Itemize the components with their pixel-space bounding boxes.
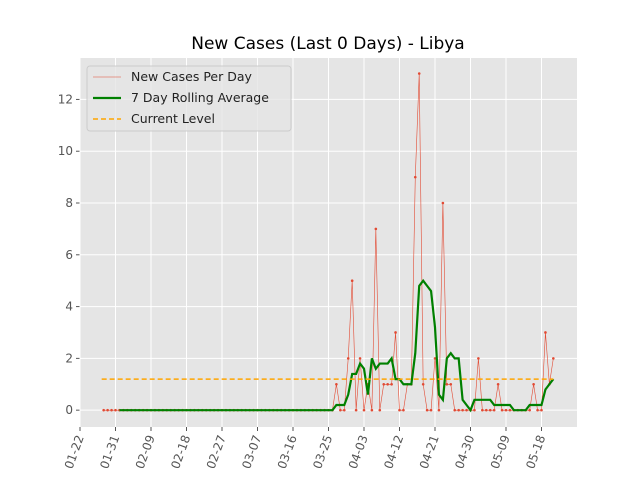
data-point [477,357,480,360]
data-point [465,408,468,412]
data-point [508,408,512,412]
chart-title: New Cases (Last 0 Days) - Libya [191,34,464,54]
data-point [449,382,453,386]
x-tick-label: 04-03 [346,433,371,471]
data-point [342,408,346,412]
x-tick-label: 04-30 [452,433,477,471]
data-point [346,357,350,360]
x-tick-label: 01-22 [62,433,87,471]
legend-label: 7 Day Rolling Average [131,90,269,105]
data-point [378,408,382,412]
data-point [429,408,433,412]
data-point [437,408,441,412]
data-point [374,227,378,231]
data-point [413,175,417,179]
data-point [114,408,117,412]
legend-label: New Cases Per Day [131,69,252,84]
y-tick-label: 2 [65,351,73,365]
data-point [441,201,445,205]
data-point [354,408,358,412]
x-tick-label: 03-16 [275,433,300,471]
data-point [492,408,496,412]
data-point [335,382,338,386]
data-point [453,408,457,412]
data-point [394,331,397,334]
y-tick-label: 10 [58,144,73,158]
data-point [484,408,488,412]
series-line [119,278,555,413]
legend-box [86,65,292,132]
data-point [110,408,113,412]
data-point [433,357,437,360]
x-tick-label: 03-25 [310,433,335,471]
data-point [402,408,405,412]
data-point [421,382,425,386]
legend-label: Current Level [131,111,215,126]
y-tick-label: 6 [65,248,73,262]
y-tick-label: 0 [65,403,73,417]
x-tick-label: 02-09 [133,433,158,471]
data-point [382,382,386,386]
data-point [457,408,460,412]
data-point [445,382,449,386]
data-point [488,408,492,412]
data-point [528,408,531,412]
data-point [102,408,105,412]
data-point [106,408,109,412]
data-point [398,408,401,412]
x-tick-label: 01-31 [97,433,122,471]
data-point [544,331,547,334]
data-point [536,408,539,412]
data-point [540,408,543,412]
data-point [473,408,476,412]
data-point [504,408,508,412]
data-point [425,408,429,412]
data-point [339,408,342,412]
x-tick-label: 04-21 [417,433,442,471]
x-tick-label: 05-18 [523,433,548,471]
x-tick-label: 05-09 [488,433,513,471]
data-point [552,357,555,360]
y-tick-label: 8 [65,196,73,210]
data-point [481,408,484,412]
data-point [500,408,504,412]
data-point [390,382,393,386]
data-point [532,382,535,386]
x-tick-label: 02-27 [204,433,229,471]
data-point [350,279,354,282]
data-point [362,408,366,412]
data-point [417,72,421,75]
data-point [358,357,362,360]
y-tick-label: 12 [58,92,73,106]
y-tick-label: 4 [65,300,73,314]
x-tick-label: 04-12 [381,433,406,471]
data-point [370,408,374,412]
data-point [386,382,389,386]
x-tick-label: 02-18 [168,433,193,471]
data-point [496,382,500,386]
data-point [461,408,464,412]
x-tick-label: 03-07 [239,433,264,471]
